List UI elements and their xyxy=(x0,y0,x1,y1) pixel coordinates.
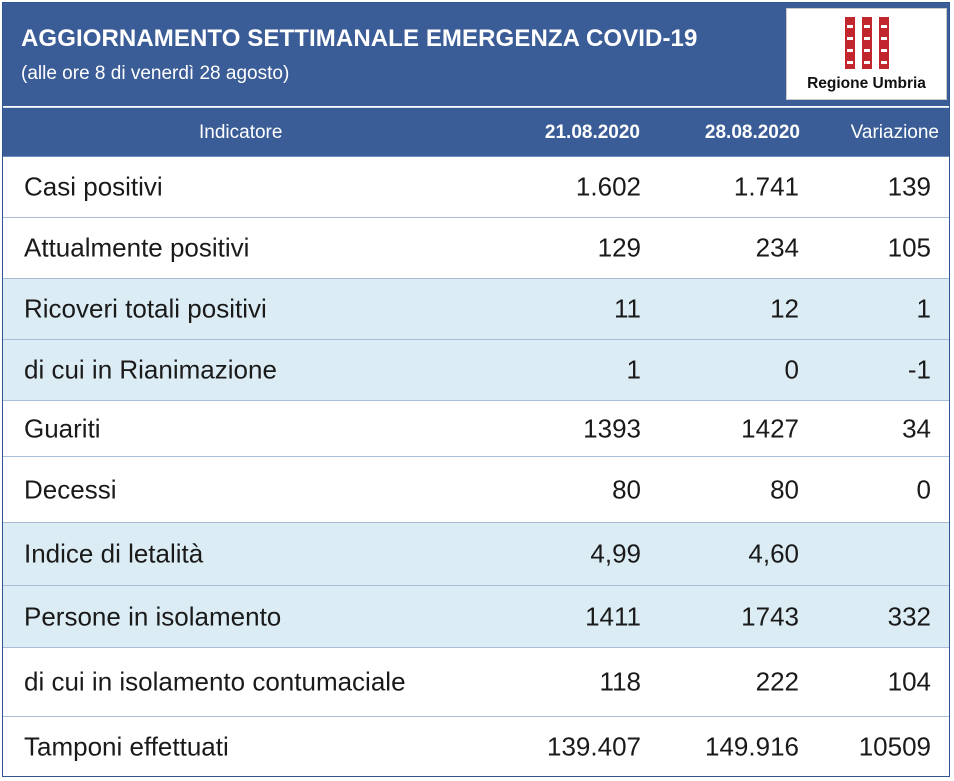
table-header: Indicatore 21.08.2020 28.08.2020 Variazi… xyxy=(3,107,949,157)
row-label: Ricoveri totali positivi xyxy=(24,293,267,324)
table-row: Tamponi effettuati 139.407 149.916 10509 xyxy=(3,717,949,776)
value-variazione: 104 xyxy=(887,666,931,697)
row-label: Casi positivi xyxy=(24,171,163,202)
page-subtitle: (alle ore 8 di venerdì 28 agosto) xyxy=(21,63,290,84)
page-title: AGGIORNAMENTO SETTIMANALE EMERGENZA COVI… xyxy=(21,25,698,52)
value-variazione: 105 xyxy=(887,232,931,263)
row-label: Guariti xyxy=(24,413,101,443)
value-2020-08-28: 1743 xyxy=(741,601,799,631)
value-2020-08-28: 80 xyxy=(770,474,799,504)
table-row: di cui in Rianimazione 1 0 -1 xyxy=(3,340,949,401)
value-2020-08-28: 149.916 xyxy=(705,731,799,761)
value-variazione: -1 xyxy=(907,354,931,385)
table-row: Casi positivi 1.602 1.741 139 xyxy=(3,157,949,218)
value-2020-08-21: 118 xyxy=(599,666,641,697)
value-2020-08-21: 139.407 xyxy=(547,731,641,761)
title-banner: AGGIORNAMENTO SETTIMANALE EMERGENZA COVI… xyxy=(3,3,949,106)
value-variazione: 1 xyxy=(916,293,931,324)
value-2020-08-28: 234 xyxy=(755,232,799,263)
region-logo: Regione Umbria xyxy=(786,8,947,100)
column-header-date-1: 21.08.2020 xyxy=(544,122,640,143)
logo-text: Regione Umbria xyxy=(807,75,926,92)
value-2020-08-21: 4,99 xyxy=(590,538,641,569)
value-2020-08-21: 80 xyxy=(612,474,641,504)
regione-umbria-emblem-icon xyxy=(845,17,889,69)
column-header-date-2: 28.08.2020 xyxy=(704,122,800,143)
value-2020-08-21: 11 xyxy=(614,293,641,324)
value-2020-08-28: 4,60 xyxy=(748,538,799,569)
table-row: Attualmente positivi 129 234 105 xyxy=(3,218,949,279)
value-variazione: 10509 xyxy=(858,731,931,761)
table-row: Guariti 1393 1427 34 xyxy=(3,401,949,457)
column-header-indicatore: Indicatore xyxy=(199,122,283,143)
row-label: Persone in isolamento xyxy=(24,601,282,631)
table-row: di cui in isolamento contumaciale 118 22… xyxy=(3,648,949,717)
value-2020-08-28: 0 xyxy=(784,354,799,385)
value-2020-08-21: 1 xyxy=(626,354,641,385)
row-label: Tamponi effettuati xyxy=(24,731,229,761)
column-header-variazione: Variazione xyxy=(850,122,939,143)
value-variazione: 332 xyxy=(887,601,931,631)
value-2020-08-28: 12 xyxy=(770,293,799,324)
row-label: Decessi xyxy=(24,474,117,504)
value-2020-08-21: 1.602 xyxy=(575,171,641,202)
value-variazione: 139 xyxy=(887,171,931,202)
value-2020-08-28: 222 xyxy=(755,666,799,697)
row-label: Attualmente positivi xyxy=(24,232,250,263)
table-row: Decessi 80 80 0 xyxy=(3,457,949,523)
value-2020-08-21: 1393 xyxy=(583,413,641,443)
value-2020-08-28: 1427 xyxy=(741,413,799,443)
table-row: Ricoveri totali positivi 11 12 1 xyxy=(3,279,949,340)
table-row: Indice di letalità 4,99 4,60 xyxy=(3,523,949,586)
table-row: Persone in isolamento 1411 1743 332 xyxy=(3,586,949,648)
row-label: di cui in Rianimazione xyxy=(24,354,277,385)
value-variazione: 0 xyxy=(916,474,931,504)
value-2020-08-28: 1.741 xyxy=(733,171,799,202)
value-2020-08-21: 129 xyxy=(597,232,641,263)
row-label: di cui in isolamento contumaciale xyxy=(24,666,406,697)
row-label: Indice di letalità xyxy=(24,538,204,569)
value-variazione: 34 xyxy=(902,413,931,443)
value-2020-08-21: 1411 xyxy=(585,601,641,631)
